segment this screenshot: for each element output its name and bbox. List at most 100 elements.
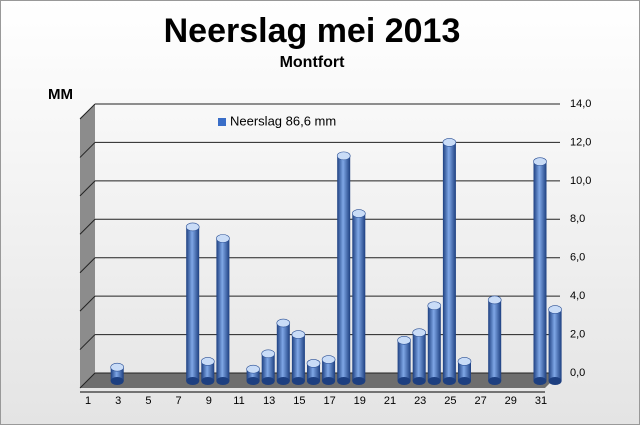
legend-swatch xyxy=(218,118,226,126)
chart-subtitle: Montfort xyxy=(280,54,346,71)
bar xyxy=(533,157,547,385)
bar-top xyxy=(487,295,502,305)
bar-top xyxy=(351,209,366,218)
bar-bottom xyxy=(458,377,471,385)
grid-line xyxy=(79,372,96,389)
grid-line xyxy=(79,103,96,120)
bar xyxy=(216,234,230,385)
bar-top xyxy=(185,222,200,232)
x-tick-label: 19 xyxy=(354,395,366,407)
grid-line xyxy=(79,257,96,274)
y-tick-label: 14,0 xyxy=(570,98,591,110)
bar-body xyxy=(442,142,456,381)
bar-body xyxy=(337,155,351,381)
bar xyxy=(412,328,427,385)
bar-top xyxy=(457,357,472,366)
bar xyxy=(548,305,562,385)
bar xyxy=(351,209,366,385)
bar xyxy=(201,357,215,385)
bar-bottom xyxy=(216,377,230,385)
bar-top xyxy=(291,330,306,339)
bar-body xyxy=(276,323,290,381)
bar-body xyxy=(427,305,441,381)
bar xyxy=(306,359,321,385)
x-tick-label: 7 xyxy=(176,395,182,407)
grid-line xyxy=(79,334,96,350)
bar-body xyxy=(201,361,215,381)
grid-line xyxy=(79,295,96,312)
y-tick-label: 4,0 xyxy=(570,290,585,302)
bar-bottom xyxy=(276,377,290,385)
bar xyxy=(110,362,124,385)
bar-top xyxy=(276,318,291,328)
x-tick-label: 23 xyxy=(414,395,426,407)
bar-body xyxy=(246,369,260,381)
bar-bottom xyxy=(412,377,426,385)
bar-bottom xyxy=(322,377,336,385)
bar-top xyxy=(261,349,276,359)
bar-bottom xyxy=(488,377,502,385)
bar xyxy=(276,318,291,385)
y-axis-label: MM xyxy=(48,86,73,103)
x-tick-label: 15 xyxy=(293,395,305,407)
bar-top xyxy=(548,305,562,314)
y-tick-label: 12,0 xyxy=(570,136,591,148)
bar-top xyxy=(412,328,427,337)
bar-body xyxy=(186,226,200,381)
bar-body xyxy=(322,359,336,381)
x-tick-label: 5 xyxy=(145,395,151,407)
bar-bottom xyxy=(533,377,547,385)
bar-body xyxy=(397,340,411,381)
bar-bottom xyxy=(548,377,562,385)
bar xyxy=(321,355,336,385)
bar-bottom xyxy=(337,377,351,385)
bar xyxy=(427,301,442,385)
y-tick-label: 8,0 xyxy=(570,213,585,225)
bar xyxy=(291,330,306,385)
bar-body xyxy=(533,161,547,381)
bar-bottom xyxy=(246,377,260,385)
bar xyxy=(336,151,351,385)
bar-bottom xyxy=(261,377,275,385)
x-tick-label: 31 xyxy=(535,395,547,407)
bar-top xyxy=(397,336,411,345)
bar-body xyxy=(307,363,320,381)
bar-top xyxy=(201,357,215,366)
bar-top xyxy=(216,234,230,243)
bar-bottom xyxy=(352,377,366,385)
bar xyxy=(457,357,472,385)
x-tick-label: 17 xyxy=(323,395,335,407)
bar-top xyxy=(306,359,321,368)
bar-body xyxy=(458,361,471,381)
bar-bottom xyxy=(201,377,215,385)
x-tick-label: 9 xyxy=(206,395,212,407)
bar-body xyxy=(352,213,366,381)
y-tick-label: 0,0 xyxy=(570,367,585,379)
y-tick-label: 2,0 xyxy=(570,328,585,340)
bar-bottom xyxy=(110,377,124,385)
x-tick-label: 1 xyxy=(85,395,91,407)
bar-bottom xyxy=(186,377,200,385)
x-tick-label: 21 xyxy=(384,395,396,407)
grid-line xyxy=(79,142,96,158)
bar-body xyxy=(291,334,305,381)
bar-top xyxy=(427,301,442,311)
x-tick-label: 13 xyxy=(263,395,275,407)
bar xyxy=(185,222,200,385)
bar-top xyxy=(533,157,547,166)
side-wall xyxy=(80,104,95,388)
y-tick-label: 6,0 xyxy=(570,252,585,264)
bar-top xyxy=(321,355,336,364)
y-tick-label: 10,0 xyxy=(570,175,591,187)
bar-bottom xyxy=(291,377,305,385)
x-tick-label: 3 xyxy=(115,395,121,407)
x-tick-label: 25 xyxy=(444,395,456,407)
bar-top xyxy=(336,151,351,161)
bar-body xyxy=(548,309,562,381)
bar xyxy=(442,138,457,385)
x-tick-label: 27 xyxy=(474,395,486,407)
bar-bottom xyxy=(307,377,320,385)
bar-body xyxy=(216,238,230,381)
